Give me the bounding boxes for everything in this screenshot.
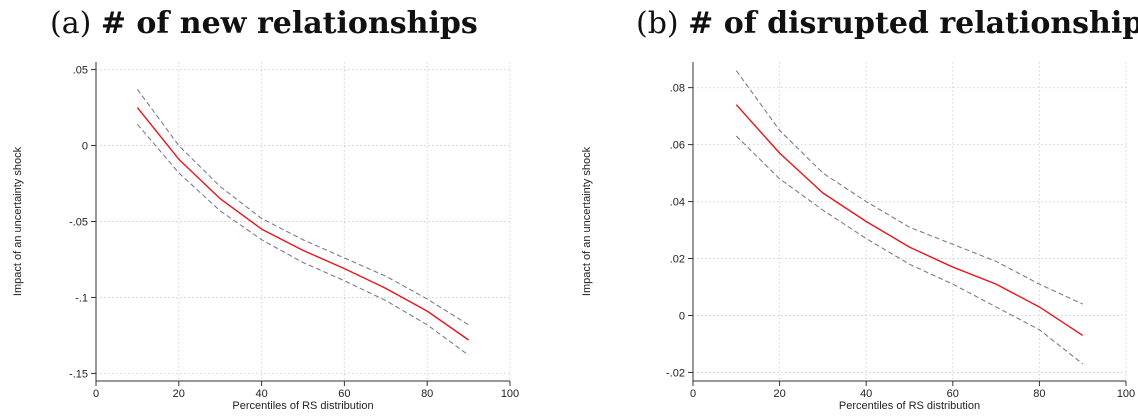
- x-tick-label: 20: [773, 388, 785, 400]
- series-line-upper-ci: [136, 89, 469, 326]
- panel-b-title: (b) # of disrupted relationships: [636, 6, 1138, 41]
- x-tick-label: 80: [421, 388, 433, 400]
- y-tick-label: .06: [670, 140, 685, 152]
- y-tick-label: .05: [73, 65, 88, 77]
- y-tick-label: 0: [679, 310, 685, 322]
- x-axis-title: Percentiles of RS distribution: [839, 400, 980, 412]
- y-tick-label: -.02: [666, 367, 685, 379]
- x-tick-label: 0: [93, 388, 99, 400]
- y-tick-label: 0: [82, 141, 88, 153]
- x-tick-label: 40: [255, 388, 267, 400]
- panel-b-title-text: # of disrupted relationships: [688, 6, 1138, 41]
- y-tick-label: .04: [670, 197, 685, 209]
- panel-a-title-text: # of new relationships: [100, 6, 478, 41]
- series-line-lower-ci: [735, 135, 1084, 365]
- series-line-upper-ci: [735, 70, 1083, 305]
- y-axis-title: Impact of an uncertainty shock: [581, 146, 593, 296]
- x-tick-label: 100: [1117, 388, 1135, 400]
- x-axis-title: Percentiles of RS distribution: [232, 400, 373, 412]
- y-tick-label: .02: [670, 254, 685, 266]
- y-tick-label: -.1: [75, 292, 88, 304]
- plot-area: [96, 62, 510, 381]
- x-tick-label: 60: [947, 388, 959, 400]
- y-axis-title: Impact of an uncertainty shock: [12, 146, 24, 296]
- x-tick-label: 60: [338, 388, 350, 400]
- x-tick-label: 20: [173, 388, 185, 400]
- series-line-lower-ci: [136, 123, 469, 356]
- panel-a-label: (a): [50, 6, 92, 41]
- series-line-estimate: [136, 107, 470, 341]
- x-tick-label: 100: [501, 388, 519, 400]
- x-tick-label: 80: [1033, 388, 1045, 400]
- panel-a-title: (a) # of new relationships: [50, 6, 478, 41]
- y-tick-label: -.15: [69, 368, 88, 380]
- panel-b-label: (b): [636, 6, 679, 41]
- panel-a: (a) # of new relationships .05 0 -.05 -.1 -.…: [12, 6, 519, 412]
- panel-b: (b) # of disrupted relationships .08 .06.…: [569, 0, 1138, 419]
- x-tick-label: 0: [690, 388, 696, 400]
- y-tick-label: .08: [670, 83, 685, 95]
- chart-a: .05 0 -.05 -.1 -.15 0 20 40 60 80 100 Percentiles o…: [12, 62, 519, 412]
- series-line-estimate: [735, 104, 1084, 337]
- x-tick-label: 40: [860, 388, 872, 400]
- chart-b: .08 .06 .04 .02 0 -.02 0 20 40 60 80 100 Percentiles…: [581, 62, 1135, 412]
- y-tick-label: -.05: [69, 217, 88, 229]
- plot-area: [693, 62, 1126, 381]
